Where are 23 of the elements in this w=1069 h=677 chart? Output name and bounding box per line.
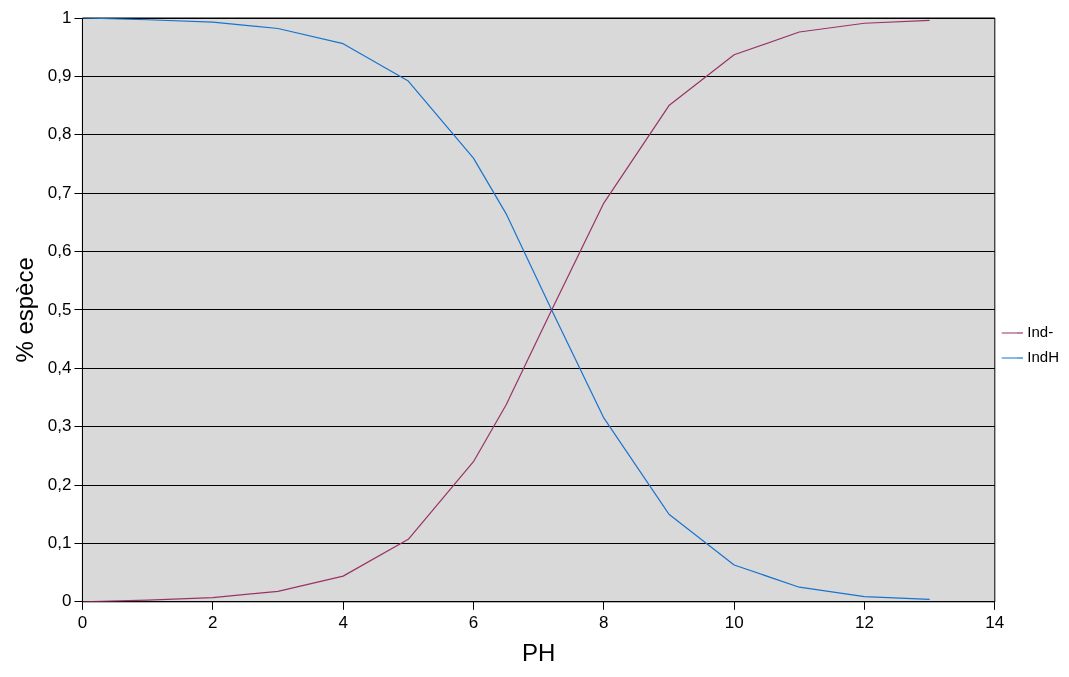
x-tick-label: 12 [855, 612, 874, 632]
x-tick-label: 10 [724, 612, 744, 632]
y-tick-label: 0,1 [47, 533, 72, 553]
x-tick-label: 8 [599, 612, 609, 632]
y-tick-label: 0,4 [47, 357, 72, 377]
y-tick-label: 0,7 [47, 182, 72, 202]
y-axis-title: % espèce [11, 257, 39, 363]
y-tick-label: 0,5 [47, 299, 72, 319]
legend-label: Ind- [1027, 323, 1054, 341]
x-axis-title: PH [521, 639, 556, 667]
x-tick-label: 0 [77, 612, 88, 632]
x-tick-label: 4 [338, 612, 348, 632]
x-tick-label: 6 [468, 612, 479, 632]
y-tick-label: 1 [61, 7, 72, 27]
y-tick-label: 0,3 [47, 416, 72, 436]
y-tick-label: 0,2 [47, 474, 72, 494]
legend-label: IndH [1027, 348, 1059, 366]
x-tick-label: 14 [985, 612, 1005, 632]
y-tick-label: 0,6 [47, 241, 72, 261]
y-tick-label: 0,8 [47, 124, 72, 144]
y-tick-label: 0,9 [47, 66, 72, 86]
y-tick-label: 0 [61, 591, 72, 611]
x-tick-label: 2 [208, 612, 218, 632]
